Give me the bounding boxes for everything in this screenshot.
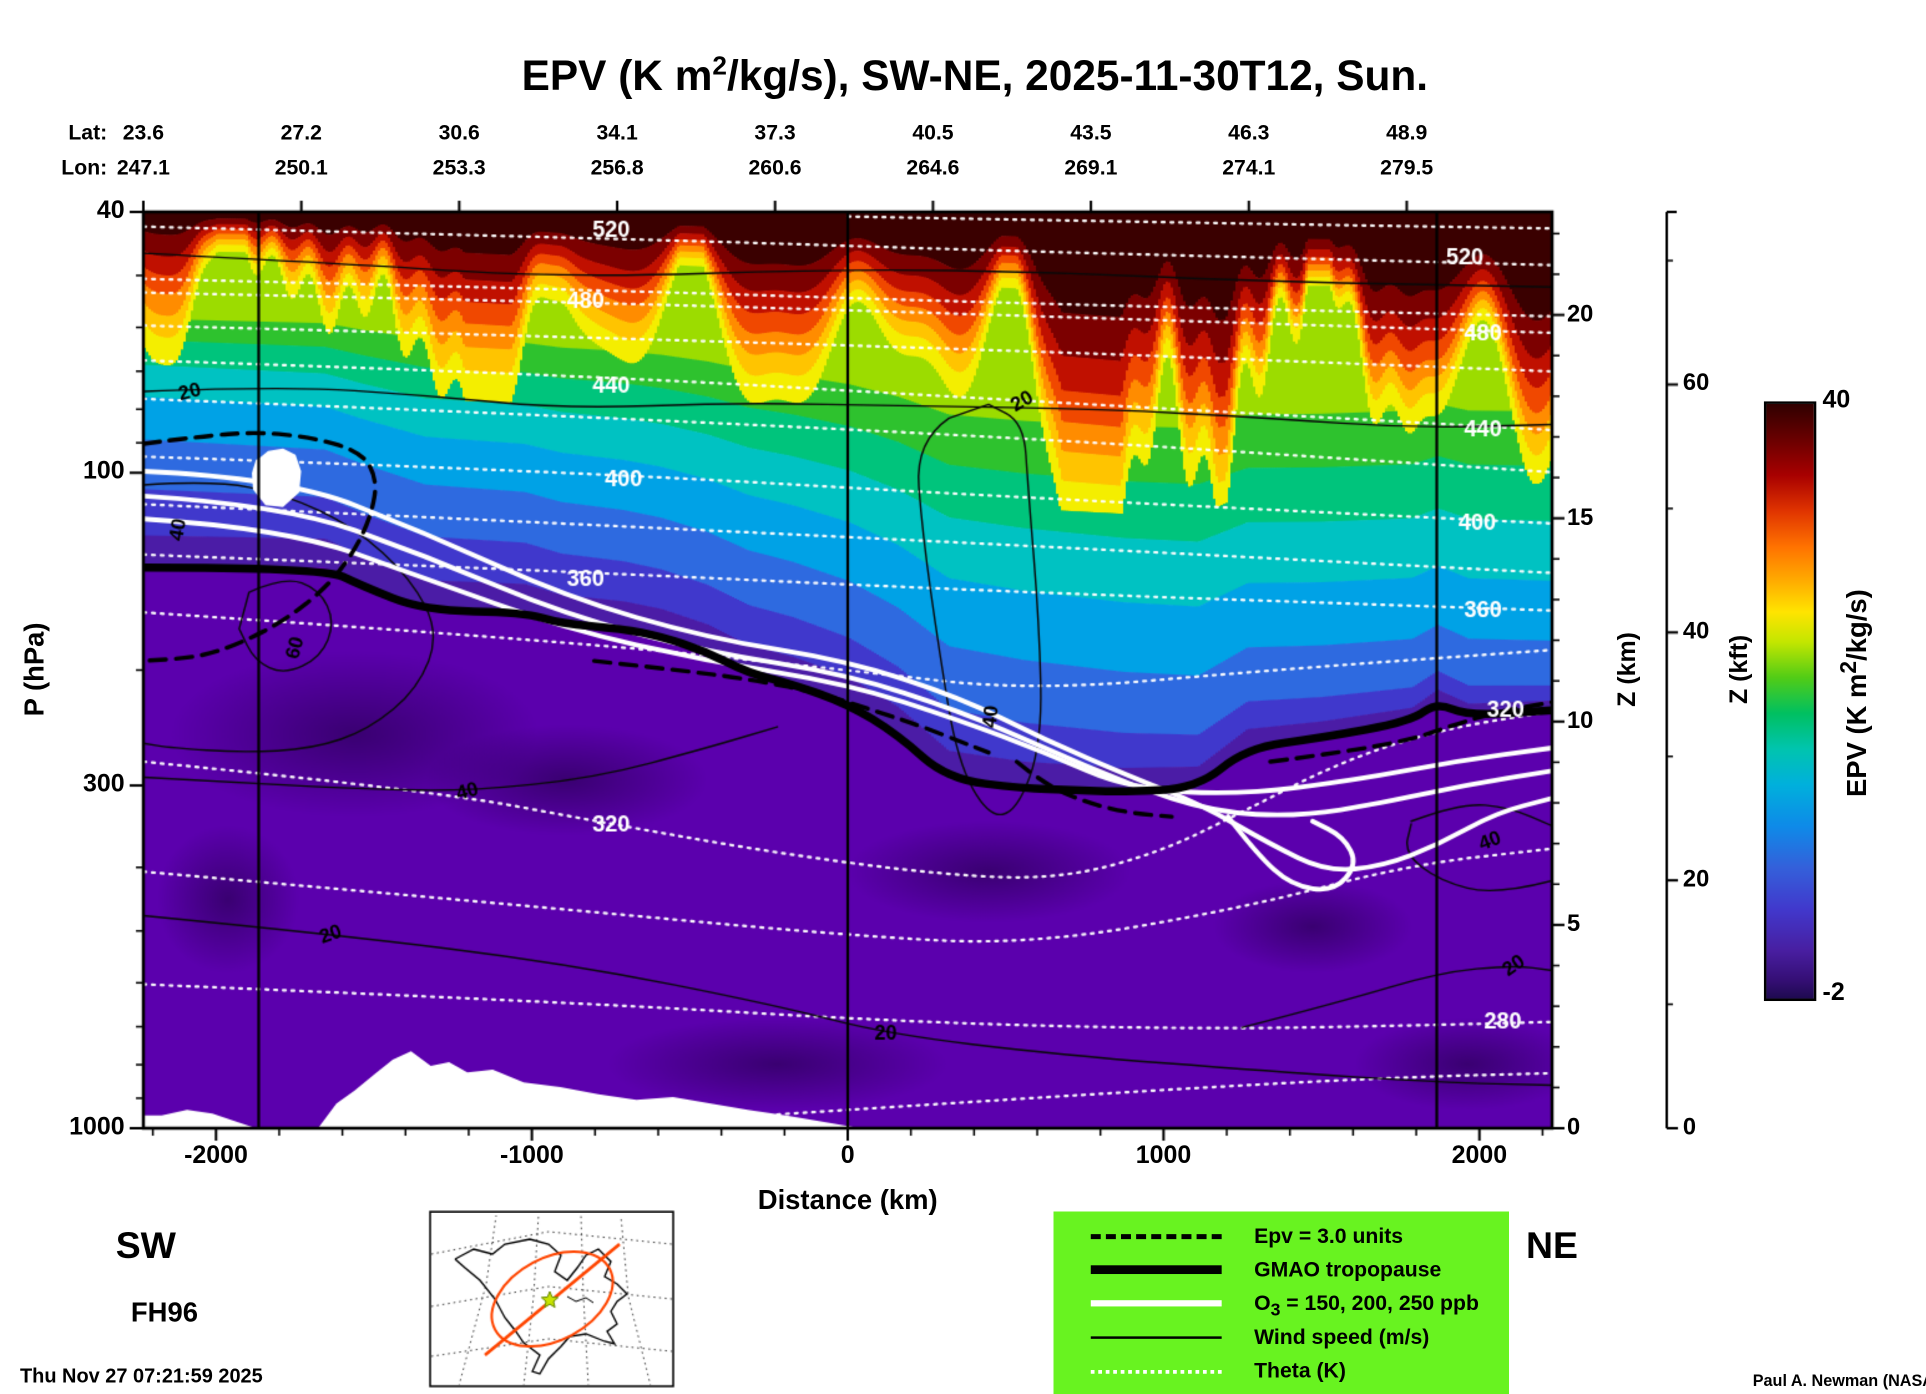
lat-value: 46.3 — [1228, 120, 1270, 145]
colorbar — [1763, 401, 1817, 1002]
forecast-hour-label: FH96 — [130, 1296, 198, 1328]
z-kft-tick-label: 60 — [1682, 370, 1710, 397]
lat-value: 30.6 — [438, 120, 480, 145]
chart-title-suffix: /kg/s), SW-NE, 2025-11-30T12, Sun. — [726, 52, 1429, 100]
z-km-axis-label: Z (km) — [1613, 632, 1642, 707]
chart-title: EPV (K m2/kg/s), SW-NE, 2025-11-30T12, S… — [522, 52, 1428, 101]
distance-tick-label: 0 — [840, 1141, 855, 1170]
lon-value: 260.6 — [748, 155, 802, 180]
lat-axis-prefix: Lat: — [68, 120, 108, 145]
ne-endpoint-label: NE — [1526, 1225, 1579, 1267]
credit: Paul A. Newman (NASA — [1752, 1371, 1926, 1390]
lat-value: 23.6 — [122, 120, 164, 145]
colorbar-min-label: -2 — [1822, 978, 1845, 1007]
colorbar-label-text: EPV (K m — [1841, 673, 1873, 798]
legend-row-theta: Theta (K) — [1053, 1355, 1508, 1387]
distance-tick-label: 1000 — [1135, 1141, 1192, 1170]
ozone-label-subscript: 3 — [1270, 1300, 1281, 1321]
lat-value: 34.1 — [596, 120, 638, 145]
distance-tick-label: -1000 — [499, 1141, 564, 1170]
chart-title-superscript: 2 — [712, 51, 727, 81]
pressure-axis-label: P (hPa) — [18, 622, 50, 717]
z-km-tick-label: 15 — [1566, 504, 1594, 531]
lat-value: 43.5 — [1070, 120, 1112, 145]
distance-axis-label: Distance (km) — [757, 1184, 938, 1216]
z-kft-tick-label: 40 — [1682, 618, 1710, 645]
chart-title-text: EPV (K m — [521, 52, 713, 100]
legend-row-epv3: Epv = 3.0 units — [1053, 1220, 1508, 1252]
colorbar-label-suffix: /kg/s) — [1841, 589, 1873, 661]
lon-value: 279.5 — [1380, 155, 1434, 180]
distance-tick-label: -2000 — [184, 1141, 248, 1170]
lon-value: 256.8 — [590, 155, 644, 180]
thick-line-sample — [1090, 1265, 1222, 1275]
colorbar-axis-label: EPV (K m2/kg/s) — [1835, 589, 1873, 798]
lat-value: 37.3 — [754, 120, 796, 145]
colorbar-max-label: 40 — [1822, 386, 1851, 414]
generation-timestamp: Thu Nov 27 07:21:59 2025 — [19, 1366, 263, 1388]
legend: Epv = 3.0 units GMAO tropopause O3 = 150… — [1053, 1211, 1509, 1394]
lon-value: 269.1 — [1064, 155, 1118, 180]
lon-axis-prefix: Lon: — [61, 155, 108, 180]
legend-label-epv3: Epv = 3.0 units — [1254, 1223, 1404, 1248]
lon-value: 264.6 — [906, 155, 960, 180]
legend-row-ozone: O3 = 150, 200, 250 ppb — [1053, 1288, 1508, 1320]
z-kft-tick-label: 20 — [1682, 866, 1710, 893]
pressure-tick-label: 300 — [83, 770, 125, 798]
pressure-tick-label: 40 — [96, 196, 125, 225]
legend-label-ozone: O3 = 150, 200, 250 ppb — [1254, 1291, 1479, 1319]
pressure-tick-label: 100 — [83, 457, 125, 486]
z-kft-tick-label: 0 — [1682, 1114, 1697, 1141]
pressure-tick-label: 1000 — [69, 1113, 125, 1141]
legend-label-tropopause: GMAO tropopause — [1254, 1257, 1442, 1282]
lon-value: 247.1 — [116, 155, 170, 180]
lon-value: 253.3 — [432, 155, 486, 180]
dotted-line-sample — [1090, 1369, 1222, 1374]
z-kft-axis-label: Z (kft) — [1725, 634, 1754, 705]
sw-endpoint-label: SW — [115, 1225, 176, 1267]
lon-value: 274.1 — [1222, 155, 1276, 180]
lon-value: 250.1 — [274, 155, 328, 180]
lat-value: 40.5 — [912, 120, 954, 145]
legend-row-tropopause: GMAO tropopause — [1053, 1254, 1508, 1286]
colorbar-label-superscript: 2 — [1834, 660, 1861, 674]
lat-value: 27.2 — [280, 120, 322, 145]
ozone-label-text: O — [1254, 1291, 1271, 1316]
z-km-tick-label: 5 — [1566, 911, 1581, 938]
white-line-sample — [1090, 1300, 1222, 1308]
distance-tick-label: 2000 — [1451, 1141, 1508, 1170]
lat-value: 48.9 — [1386, 120, 1428, 145]
ozone-label-suffix: = 150, 200, 250 ppb — [1280, 1291, 1479, 1316]
legend-label-theta: Theta (K) — [1254, 1359, 1346, 1383]
z-km-tick-label: 20 — [1566, 301, 1594, 328]
z-km-tick-label: 10 — [1566, 707, 1594, 734]
thin-line-sample — [1090, 1336, 1222, 1340]
dashed-line-sample — [1090, 1233, 1222, 1239]
legend-row-wind: Wind speed (m/s) — [1053, 1322, 1508, 1354]
legend-label-wind: Wind speed (m/s) — [1254, 1325, 1430, 1350]
z-km-tick-label: 0 — [1566, 1114, 1581, 1141]
